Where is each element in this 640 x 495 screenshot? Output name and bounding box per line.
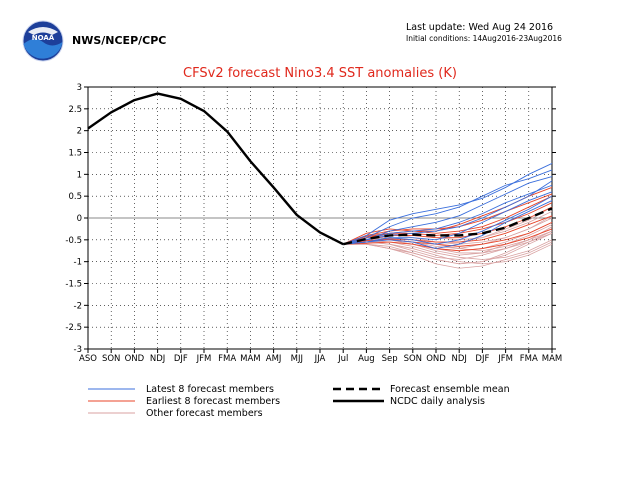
y-tick-label: 0.5 (68, 192, 82, 202)
last-update-text: Last update: Wed Aug 24 2016 (406, 22, 554, 33)
legend-other-label: Other forecast members (146, 408, 263, 419)
y-tick-label: -1.5 (65, 280, 82, 290)
logo-text: NOAA (32, 34, 55, 42)
latest-member-line (343, 195, 553, 245)
analysis-and-mean-layer (87, 92, 553, 246)
x-tick-label: SON (102, 354, 120, 364)
legend: Latest 8 forecast members Earliest 8 for… (88, 384, 510, 419)
legend-latest-label: Latest 8 forecast members (146, 384, 274, 395)
x-tick-label: ASO (79, 354, 97, 364)
latest-member-line (343, 169, 553, 245)
x-tick-label: DJF (475, 354, 489, 364)
latest-member-line (343, 176, 553, 245)
earliest-member-line (343, 193, 553, 245)
legend-analysis-label: NCDC daily analysis (390, 396, 485, 407)
grid-layer (87, 86, 553, 350)
x-tick-label: NDJ (150, 354, 165, 364)
x-tick-label: MAM (240, 354, 260, 364)
earliest-member-line (343, 195, 553, 245)
x-tick-label: FMA (520, 354, 538, 364)
x-tick-label: SON (404, 354, 422, 364)
noaa-logo: NOAA (22, 20, 64, 62)
latest-member-line (343, 200, 553, 250)
ensemble-mean-line (342, 207, 553, 246)
x-tick-label: MAM (542, 354, 562, 364)
x-tick-label: JJA (314, 354, 326, 364)
y-tick-label: 2.5 (68, 105, 82, 115)
initial-conditions-text: Initial conditions: 14Aug2016-23Aug2016 (406, 34, 562, 43)
y-tick-label: -0.5 (65, 236, 82, 246)
x-tick-label: Sep (382, 354, 398, 364)
x-tick-label: JFM (196, 354, 212, 364)
x-tick-label: JFM (497, 354, 513, 364)
y-tick-label: -2.5 (65, 323, 82, 333)
y-tick-label: -2 (74, 301, 82, 311)
y-tick-label: -1 (74, 258, 82, 268)
y-tick-label: 1 (77, 170, 82, 180)
chart-title: CFSv2 forecast Nino3.4 SST anomalies (K) (183, 66, 457, 81)
x-tick-label: DJF (174, 354, 188, 364)
other-member-line (343, 232, 553, 254)
other-members-layer (343, 206, 553, 269)
agency-label: NWS/NCEP/CPC (72, 34, 167, 47)
x-tick-label: Aug (358, 354, 375, 364)
x-tick-label: OND (125, 354, 145, 364)
analysis-line (87, 92, 344, 246)
latest-member-line (343, 163, 553, 245)
y-tick-label: 0 (77, 214, 82, 224)
y-tick-label: 3 (77, 83, 82, 93)
x-tick-label: NDJ (451, 354, 466, 364)
x-tick-label: OND (426, 354, 446, 364)
legend-ensemble-label: Forecast ensemble mean (390, 384, 510, 395)
y-tick-label: 1.5 (68, 149, 82, 159)
legend-earliest-label: Earliest 8 forecast members (146, 396, 280, 407)
x-tick-label: FMA (218, 354, 236, 364)
x-tick-label: AMJ (266, 354, 282, 364)
x-tick-label: MJJ (291, 354, 303, 364)
x-tick-label: Jul (337, 354, 348, 364)
earliest-member-line (343, 228, 553, 252)
y-tick-label: 2 (77, 127, 82, 137)
other-member-line (343, 230, 553, 265)
y-tick-label: -3 (74, 345, 82, 355)
